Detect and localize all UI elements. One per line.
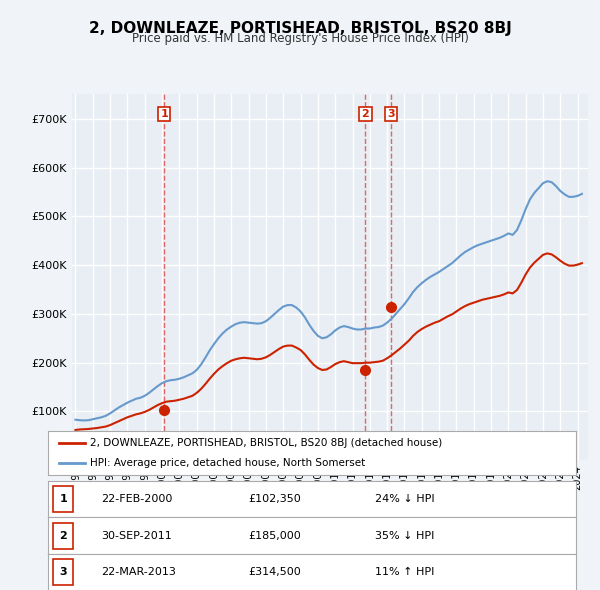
Text: Price paid vs. HM Land Registry's House Price Index (HPI): Price paid vs. HM Land Registry's House … xyxy=(131,32,469,45)
Text: 24% ↓ HPI: 24% ↓ HPI xyxy=(376,494,435,504)
FancyBboxPatch shape xyxy=(53,559,73,585)
Text: 11% ↑ HPI: 11% ↑ HPI xyxy=(376,568,435,577)
Text: 22-FEB-2000: 22-FEB-2000 xyxy=(101,494,172,504)
Text: 2: 2 xyxy=(59,531,67,540)
Text: £185,000: £185,000 xyxy=(248,531,301,540)
Text: 35% ↓ HPI: 35% ↓ HPI xyxy=(376,531,435,540)
Text: HPI: Average price, detached house, North Somerset: HPI: Average price, detached house, Nort… xyxy=(90,458,365,467)
Text: £314,500: £314,500 xyxy=(248,568,301,577)
Text: 1: 1 xyxy=(160,109,168,119)
Text: 3: 3 xyxy=(387,109,395,119)
Text: 2, DOWNLEAZE, PORTISHEAD, BRISTOL, BS20 8BJ (detached house): 2, DOWNLEAZE, PORTISHEAD, BRISTOL, BS20 … xyxy=(90,438,442,448)
Text: 2, DOWNLEAZE, PORTISHEAD, BRISTOL, BS20 8BJ: 2, DOWNLEAZE, PORTISHEAD, BRISTOL, BS20 … xyxy=(89,21,511,35)
Text: 3: 3 xyxy=(59,568,67,577)
FancyBboxPatch shape xyxy=(53,486,73,512)
Text: 1: 1 xyxy=(59,494,67,504)
Text: 22-MAR-2013: 22-MAR-2013 xyxy=(101,568,176,577)
Text: £102,350: £102,350 xyxy=(248,494,301,504)
FancyBboxPatch shape xyxy=(53,523,73,549)
Text: 30-SEP-2011: 30-SEP-2011 xyxy=(101,531,172,540)
Text: 2: 2 xyxy=(362,109,370,119)
